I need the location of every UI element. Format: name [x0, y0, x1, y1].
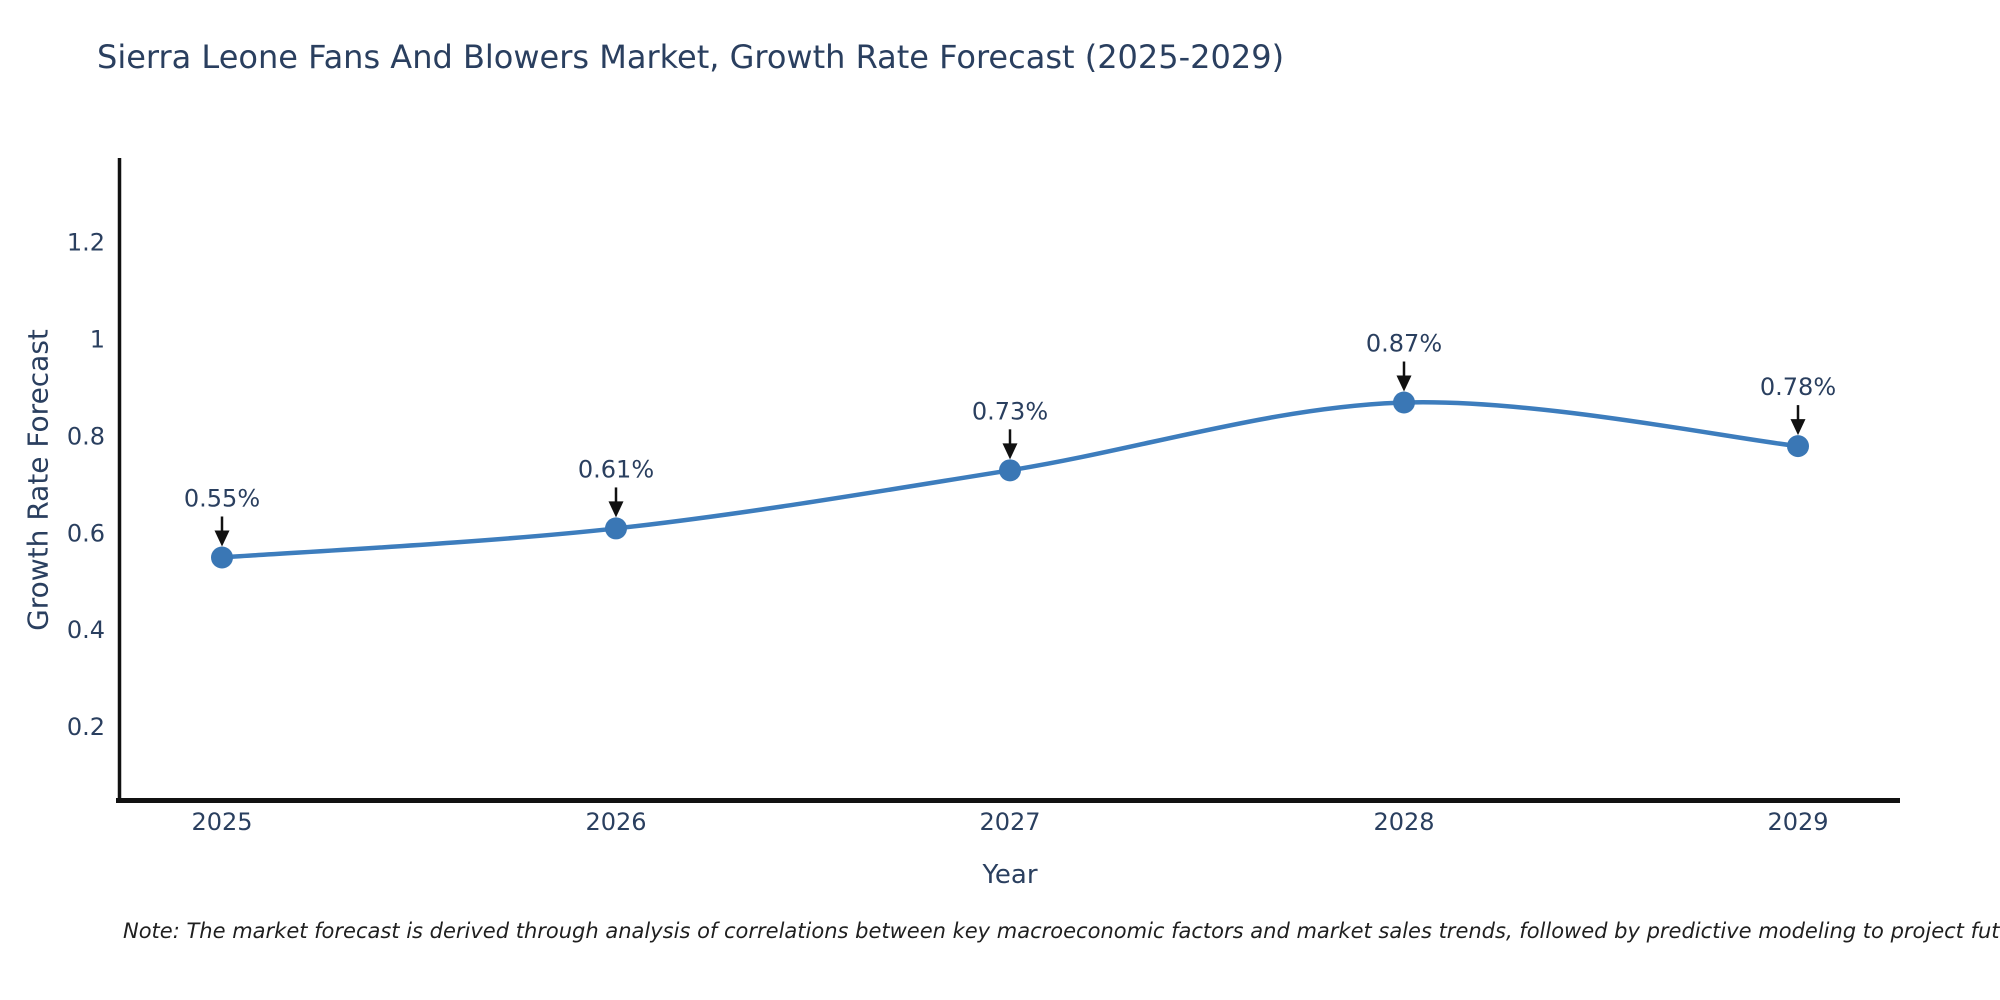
data-point-marker[interactable]	[211, 546, 233, 569]
data-label: 0.78%	[1760, 373, 1836, 401]
x-tick-label: 2025	[191, 808, 252, 836]
annotation-arrowhead	[1002, 443, 1018, 460]
annotation-arrowhead	[608, 501, 624, 518]
y-tick-label: 0.8	[67, 422, 105, 450]
y-tick-label: 1.2	[67, 229, 105, 257]
data-point-marker[interactable]	[999, 459, 1021, 482]
annotation-arrowhead	[214, 530, 230, 547]
data-point-marker[interactable]	[605, 517, 627, 540]
x-tick-label: 2026	[585, 808, 646, 836]
data-label: 0.73%	[972, 397, 1048, 425]
annotation-arrowhead	[1790, 419, 1806, 436]
chart-footnote: Note: The market forecast is derived thr…	[123, 919, 2000, 943]
y-tick-label: 1	[90, 326, 105, 354]
x-axis-title: Year	[982, 860, 1038, 890]
y-tick-label: 0.2	[67, 713, 105, 741]
y-tick-label: 0.4	[67, 616, 105, 644]
annotation-arrowhead	[1396, 375, 1412, 392]
data-label: 0.87%	[1366, 330, 1442, 358]
chart-title: Sierra Leone Fans And Blowers Market, Gr…	[97, 38, 1285, 76]
data-point-marker[interactable]	[1393, 391, 1415, 414]
x-tick-label: 2028	[1373, 808, 1434, 836]
x-tick-label: 2027	[979, 808, 1040, 836]
data-point-marker[interactable]	[1787, 435, 1809, 458]
data-label: 0.61%	[578, 455, 654, 483]
y-tick-label: 0.6	[67, 519, 105, 547]
data-label: 0.55%	[184, 484, 260, 512]
x-tick-label: 2029	[1767, 808, 1828, 836]
